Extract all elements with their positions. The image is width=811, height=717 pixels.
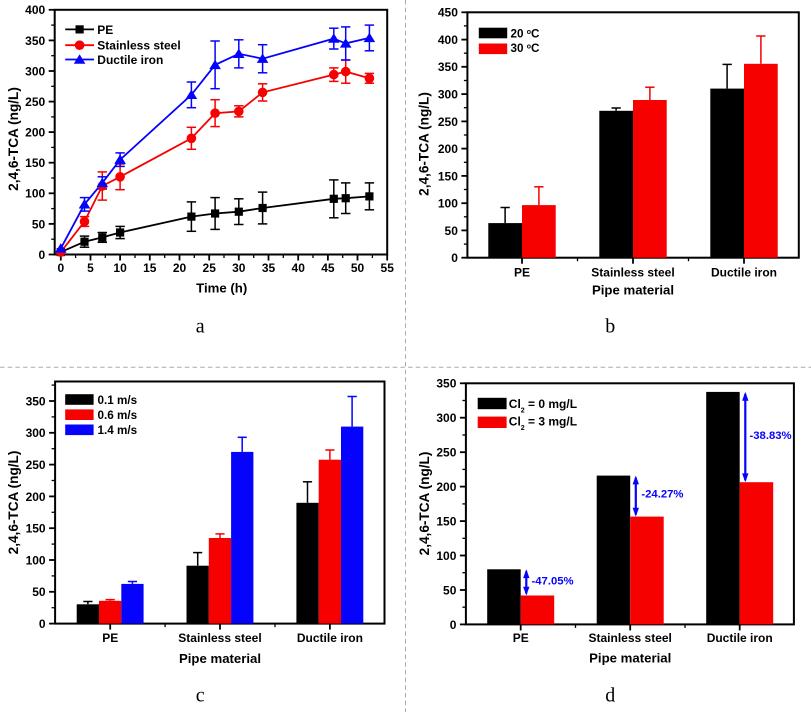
svg-text:100: 100 (438, 197, 458, 211)
svg-text:2,4,6-TCA (ng/L): 2,4,6-TCA (ng/L) (6, 451, 21, 555)
svg-text:50: 50 (32, 217, 46, 231)
svg-text:Ductile iron: Ductile iron (711, 266, 777, 280)
svg-text:50: 50 (445, 224, 459, 238)
svg-text:Ductile iron: Ductile iron (707, 631, 773, 645)
svg-text:200: 200 (438, 142, 458, 156)
svg-text:20: 20 (173, 261, 187, 275)
svg-text:Pipe material: Pipe material (589, 651, 671, 666)
svg-text:0.1 m/s: 0.1 m/s (98, 394, 138, 407)
svg-text:PE: PE (102, 631, 118, 645)
svg-text:0.6 m/s: 0.6 m/s (98, 409, 138, 422)
svg-text:Stainless steel: Stainless steel (589, 631, 672, 645)
svg-text:2,4,6-TCA (ng/L): 2,4,6-TCA (ng/L) (6, 87, 21, 191)
svg-text:150: 150 (26, 522, 46, 536)
svg-text:0: 0 (450, 618, 457, 632)
svg-text:400: 400 (438, 33, 458, 47)
svg-text:2,4,6-TCA (ng/L): 2,4,6-TCA (ng/L) (417, 92, 432, 196)
svg-text:PE: PE (514, 266, 530, 280)
svg-text:25: 25 (203, 261, 217, 275)
svg-text:100: 100 (25, 187, 45, 201)
svg-text:30: 30 (232, 261, 246, 275)
svg-text:0: 0 (39, 248, 46, 262)
svg-text:PE: PE (97, 23, 113, 37)
svg-text:Ductile iron: Ductile iron (297, 631, 363, 645)
svg-text:300: 300 (25, 64, 45, 78)
svg-text:1.4 m/s: 1.4 m/s (98, 424, 138, 437)
svg-text:350: 350 (25, 34, 45, 48)
svg-text:-24.27%: -24.27% (641, 489, 683, 501)
svg-text:100: 100 (26, 553, 46, 567)
svg-text:Cl2 = 0 mg/L: Cl2 = 0 mg/L (509, 397, 577, 415)
svg-text:150: 150 (438, 169, 458, 183)
svg-text:Pipe material: Pipe material (592, 283, 674, 298)
svg-text:100: 100 (436, 549, 456, 563)
svg-text:Ductile iron: Ductile iron (97, 53, 163, 67)
svg-text:15: 15 (143, 261, 157, 275)
svg-text:55: 55 (381, 261, 395, 275)
svg-text:150: 150 (25, 156, 45, 170)
svg-text:20 oC: 20 oC (511, 28, 541, 41)
svg-text:0: 0 (451, 251, 458, 265)
svg-text:300: 300 (438, 88, 458, 102)
svg-text:450: 450 (438, 6, 458, 20)
svg-text:50: 50 (443, 583, 457, 597)
svg-text:250: 250 (438, 115, 458, 129)
svg-text:b: b (605, 316, 615, 338)
svg-text:Cl2 = 3 mg/L: Cl2 = 3 mg/L (509, 415, 577, 433)
svg-text:200: 200 (25, 126, 45, 140)
svg-text:10: 10 (113, 261, 127, 275)
svg-text:5: 5 (87, 261, 94, 275)
svg-text:2,4,6-TCA (ng/L): 2,4,6-TCA (ng/L) (417, 452, 432, 556)
svg-text:PE: PE (513, 631, 529, 645)
svg-text:35: 35 (262, 261, 276, 275)
svg-text:200: 200 (436, 480, 456, 494)
svg-text:Time (h): Time (h) (196, 280, 247, 295)
svg-text:250: 250 (26, 458, 46, 472)
svg-text:350: 350 (436, 377, 456, 391)
svg-text:200: 200 (26, 490, 46, 504)
svg-text:Stainless steel: Stainless steel (178, 631, 261, 645)
svg-text:350: 350 (438, 60, 458, 74)
svg-text:50: 50 (351, 261, 365, 275)
svg-text:0: 0 (39, 617, 46, 631)
svg-text:150: 150 (436, 515, 456, 529)
svg-text:a: a (196, 316, 205, 338)
svg-text:0: 0 (57, 261, 64, 275)
svg-text:45: 45 (321, 261, 335, 275)
svg-text:40: 40 (292, 261, 306, 275)
svg-text:Pipe material: Pipe material (179, 651, 261, 666)
svg-text:300: 300 (436, 411, 456, 425)
svg-text:-47.05%: -47.05% (532, 575, 574, 587)
svg-text:50: 50 (32, 585, 46, 599)
svg-text:Stainless steel: Stainless steel (97, 39, 180, 53)
svg-text:Stainless steel: Stainless steel (591, 266, 674, 280)
svg-text:30 oC: 30 oC (511, 42, 541, 55)
svg-text:d: d (605, 685, 615, 707)
svg-text:-38.83%: -38.83% (750, 430, 792, 442)
svg-text:300: 300 (26, 426, 46, 440)
svg-text:250: 250 (436, 446, 456, 460)
svg-text:c: c (196, 685, 205, 707)
svg-text:250: 250 (25, 95, 45, 109)
svg-text:400: 400 (25, 3, 45, 17)
svg-text:350: 350 (26, 394, 46, 408)
